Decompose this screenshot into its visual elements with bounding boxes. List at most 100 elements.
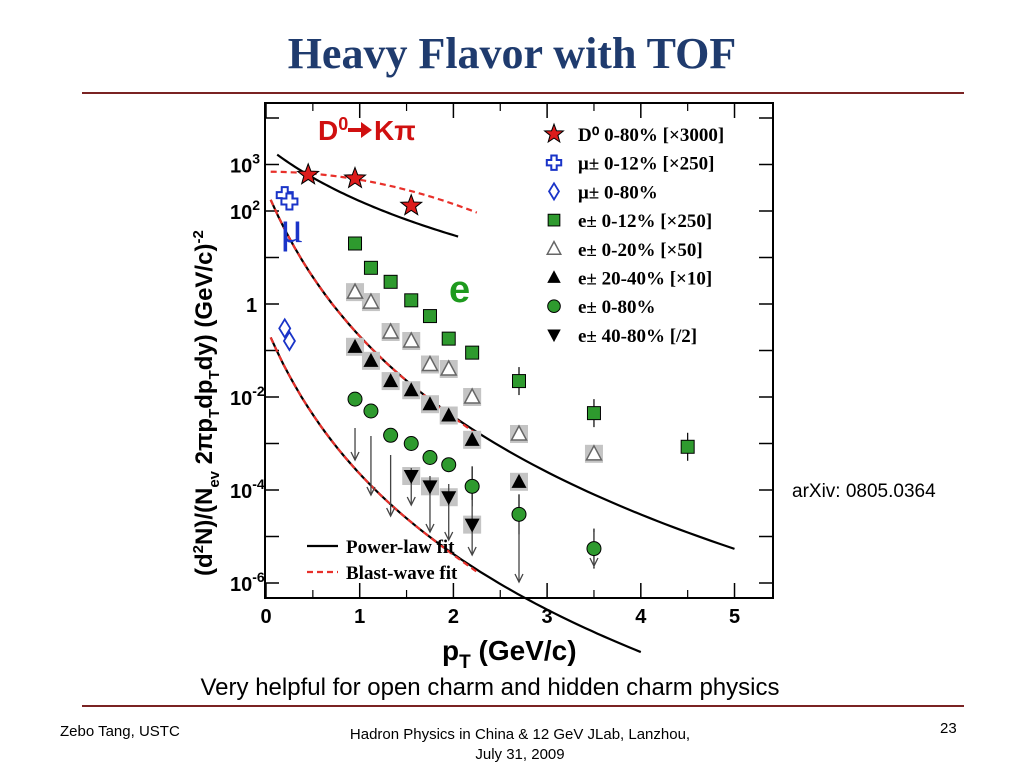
mu-annotation: μ [280,203,304,252]
y-tick-exponent: -2 [252,383,265,399]
marker-e1 [404,293,419,308]
marker-e4 [511,506,527,522]
y-tick-mantissa: 1 [246,295,257,317]
marker-e3 [403,382,419,397]
marker-e4 [422,449,438,465]
x-tick-label: 2 [448,606,459,628]
y-tick-label: 102 [230,197,260,224]
marker-e2 [346,282,364,299]
page-number: 23 [940,720,957,737]
marker-e3 [422,396,438,411]
marker-e1 [422,309,437,324]
data-markers [275,162,695,557]
upper-limit-head [386,507,396,518]
footer-conference-line2: July 31, 2009 [475,746,565,763]
x-axis-label-p: p [442,635,459,666]
marker-e1 [383,274,398,289]
legend-marker-e5 [547,329,561,343]
marker-mu2 [278,317,292,340]
x-tick-label: 0 [260,606,271,628]
d0-annotation: D0 [318,114,348,146]
y-tick-exponent: 2 [252,197,260,213]
x-tick-label: 4 [635,606,647,628]
legend-label-mu2: μ± 0-80% [578,182,658,203]
title-divider [82,92,964,94]
y-axis-label: (d2N)/(Nev 2πpTdpTdy) (GeV/c)-2 [190,230,223,576]
y-tick-mantissa: 10 [230,574,252,596]
legend-marker-mu1 [545,154,563,171]
d0-annotation-base: D [318,115,338,146]
legend-label-e2: e± 0-20% [×50] [578,240,703,261]
x-tick-label: 3 [542,606,553,628]
marker-e2 [463,387,481,404]
marker-e5 [441,491,457,506]
marker-e5 [422,480,438,495]
legend-label-d0: D⁰ 0-80% [×3000] [578,125,724,146]
y-tick-label: 10-6 [230,569,265,596]
marker-e1 [512,374,526,389]
marker-mu2 [282,330,296,352]
x-tick-label: 1 [354,606,365,628]
legend-label-power-law: Power-law fit [346,537,455,558]
marker-e1 [680,439,695,454]
marker-e2 [510,424,528,441]
e-annotation: e [449,269,470,311]
footer-conference: Hadron Physics in China & 12 GeV JLab, L… [300,725,740,765]
legend-marker-e4 [547,299,561,313]
marker-e5 [403,470,419,485]
y-tick-exponent: -4 [252,476,265,492]
x-axis-label-sub: T [459,652,471,670]
y-tick-label: 10-4 [230,476,265,503]
arxiv-reference: arXiv: 0805.0364 [792,481,936,502]
marker-e1 [586,406,601,421]
legend-label-e4: e± 0-80% [578,297,655,318]
marker-e3 [441,407,457,422]
d0-annotation-sup: 0 [338,114,348,134]
legend-label-e3: e± 20-40% [×10] [578,269,712,290]
marker-e5 [464,518,480,533]
x-axis-label: pT (GeV/c) [442,635,577,670]
marker-e3 [383,373,399,388]
legend-marker-e2 [545,240,563,255]
marker-e2 [381,322,400,339]
marker-e3 [464,431,480,446]
e-central-power-law-fit [269,199,735,550]
marker-e2 [421,354,439,372]
legend: D⁰ 0-80% [×3000] μ± 0-12% [×250] μ± 0-80% e… [307,122,724,584]
marker-e4 [403,436,419,452]
footer-conference-line1: Hadron Physics in China & 12 GeV JLab, L… [349,726,691,743]
marker-e1 [441,331,456,346]
y-tick-exponent: 3 [252,150,260,166]
marker-e2 [362,292,380,309]
marker-mu1 [280,192,299,211]
upper-limit-head [589,557,599,568]
marker-e3 [347,338,363,353]
upper-limit-head [406,496,416,507]
marker-e1 [465,345,480,360]
marker-e3 [363,352,379,367]
y-tick-label: 10-2 [230,383,265,410]
marker-e2 [585,444,603,461]
y-tick-label: 1 [246,295,257,317]
marker-e3 [511,473,527,488]
legend-marker-e1 [547,213,561,227]
x-tick-label: 5 [729,606,740,628]
legend-label-mu1: μ± 0-12% [×250] [578,154,715,175]
y-tick-label: 103 [230,150,260,177]
upper-limit-head [366,486,376,497]
y-tick-exponent: -6 [252,569,265,585]
marker-e4 [464,478,480,494]
footer-author: Zebo Tang, USTC [60,723,180,740]
marker-e4 [383,427,399,443]
x-axis-label-unit: (GeV/c) [471,635,577,666]
marker-e1 [348,236,363,251]
marker-d0 [343,166,367,189]
upper-limit-head [514,573,524,584]
marker-d0 [296,162,320,185]
footer-divider [82,705,964,707]
marker-e4 [586,541,602,557]
legend-marker-e3 [547,270,561,283]
upper-limit-head [467,546,477,557]
